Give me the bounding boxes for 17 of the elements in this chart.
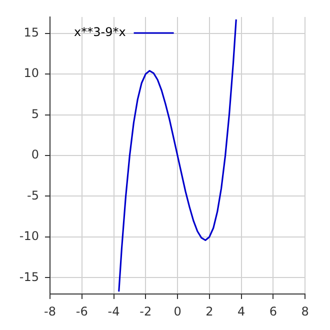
- x-tick-label: 2: [206, 304, 214, 318]
- x-tick-label: 0: [174, 304, 182, 318]
- x-tick-label: 6: [269, 304, 277, 318]
- x-tick-label: -6: [76, 304, 88, 318]
- legend-label: x**3-9*x: [74, 25, 126, 40]
- y-tick-label: -15: [19, 270, 39, 284]
- x-tick-label: 4: [237, 304, 246, 318]
- x-tick-label: 8: [301, 304, 309, 318]
- x-tick-label: -2: [140, 304, 152, 318]
- y-tick-label: 5: [31, 106, 39, 121]
- y-tick-label: -5: [27, 188, 39, 202]
- x-tick-label: -4: [108, 304, 120, 318]
- y-tick-label: -10: [19, 229, 39, 244]
- y-tick-label: 10: [24, 66, 39, 80]
- x-tick-label: -8: [44, 304, 56, 318]
- y-tick-label: 15: [24, 25, 39, 40]
- y-tick-label: 0: [31, 148, 39, 162]
